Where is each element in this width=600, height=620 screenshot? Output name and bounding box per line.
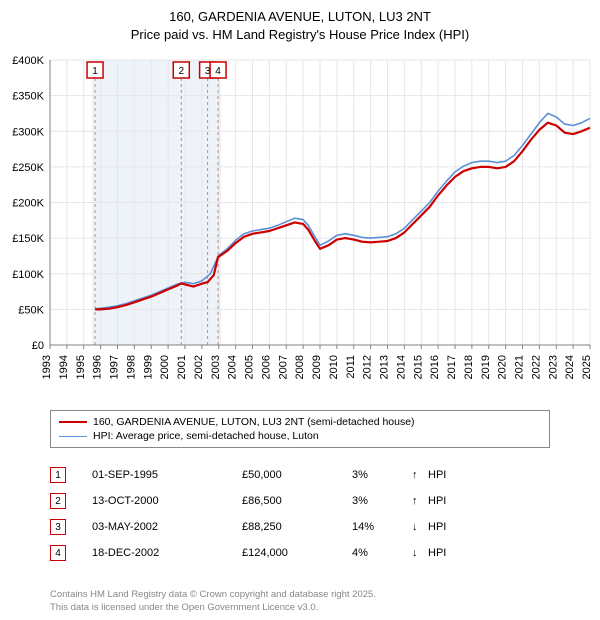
legend: 160, GARDENIA AVENUE, LUTON, LU3 2NT (se… [50,410,550,448]
svg-text:2002: 2002 [193,355,205,379]
svg-text:2006: 2006 [260,355,272,379]
svg-text:£250K: £250K [12,162,44,174]
svg-text:2000: 2000 [159,355,171,379]
svg-text:£0: £0 [32,340,44,352]
svg-text:1998: 1998 [125,355,137,379]
markers-table-row: 1 01-SEP-1995£50,0003%↑HPI [50,462,550,488]
legend-label: HPI: Average price, semi-detached house,… [93,430,319,442]
marker-arrow-icon: ↓ [412,521,428,533]
svg-text:£200K: £200K [12,198,44,210]
svg-text:2024: 2024 [564,355,576,379]
markers-table-row: 4 18-DEC-2002£124,0004%↓HPI [50,540,550,566]
svg-text:2004: 2004 [227,355,239,379]
svg-text:2001: 2001 [176,355,188,379]
marker-arrow-icon: ↑ [412,495,428,507]
chart-area: £0 £50K £100K £150K £200K £250K £300K £350K £400… [0,50,600,400]
marker-number-box: 4 [50,545,66,561]
svg-text:£150K: £150K [12,233,44,245]
marker-hpi-label: HPI [428,521,468,533]
svg-text:£100K: £100K [12,269,44,281]
marker-hpi-label: HPI [428,547,468,559]
svg-text:2010: 2010 [328,355,340,379]
marker-number-box: 3 [50,519,66,535]
svg-text:2019: 2019 [480,355,492,379]
legend-item: HPI: Average price, semi-detached house,… [59,429,541,443]
svg-text:1995: 1995 [75,355,87,379]
marker-pct: 3% [352,469,412,481]
svg-text:2016: 2016 [429,355,441,379]
marker-pct: 14% [352,521,412,533]
svg-text:2014: 2014 [395,355,407,379]
svg-text:2018: 2018 [463,355,475,379]
title-line1: 160, GARDENIA AVENUE, LUTON, LU3 2NT [169,9,431,24]
svg-text:2007: 2007 [277,355,289,379]
legend-item: 160, GARDENIA AVENUE, LUTON, LU3 2NT (se… [59,415,541,429]
marker-date: 03-MAY-2002 [92,521,242,533]
svg-text:2015: 2015 [412,355,424,379]
footer-line2: This data is licensed under the Open Gov… [50,602,318,613]
marker-number-box: 1 [50,467,66,483]
marker-price: £124,000 [242,547,352,559]
chart-svg: £0 £50K £100K £150K £200K £250K £300K £350K £400… [0,50,600,400]
svg-text:2012: 2012 [362,355,374,379]
legend-swatch [59,421,87,423]
svg-text:2008: 2008 [294,355,306,379]
svg-text:2023: 2023 [547,355,559,379]
svg-text:2013: 2013 [379,355,391,379]
marker-date: 01-SEP-1995 [92,469,242,481]
svg-text:2020: 2020 [497,355,509,379]
svg-text:1997: 1997 [109,355,121,379]
marker-hpi-label: HPI [428,495,468,507]
legend-label: 160, GARDENIA AVENUE, LUTON, LU3 2NT (se… [93,416,415,428]
markers-table: 101-SEP-1995£50,0003%↑HPI213-OCT-2000£86… [50,462,550,566]
svg-text:2021: 2021 [514,355,526,379]
svg-text:1996: 1996 [92,355,104,379]
svg-text:2003: 2003 [210,355,222,379]
svg-text:£400K: £400K [12,55,44,67]
svg-text:£300K: £300K [12,126,44,138]
markers-table-row: 2 13-OCT-2000£86,5003%↑HPI [50,488,550,514]
marker-pct: 3% [352,495,412,507]
svg-text:£50K: £50K [18,304,44,316]
markers-table-row: 3 03-MAY-2002£88,25014%↓HPI [50,514,550,540]
svg-text:1994: 1994 [58,355,70,379]
marker-arrow-icon: ↓ [412,547,428,559]
svg-text:2017: 2017 [446,355,458,379]
svg-text:2025: 2025 [581,355,593,379]
marker-price: £86,500 [242,495,352,507]
svg-text:1: 1 [92,66,98,77]
marker-price: £50,000 [242,469,352,481]
marker-date: 18-DEC-2002 [92,547,242,559]
svg-text:2022: 2022 [530,355,542,379]
svg-text:2011: 2011 [345,355,357,379]
marker-date: 13-OCT-2000 [92,495,242,507]
svg-text:2005: 2005 [244,355,256,379]
svg-text:£350K: £350K [12,91,44,103]
footer-line1: Contains HM Land Registry data © Crown c… [50,589,376,600]
svg-text:2: 2 [179,66,185,77]
svg-text:2009: 2009 [311,355,323,379]
marker-pct: 4% [352,547,412,559]
marker-hpi-label: HPI [428,469,468,481]
marker-number-box: 2 [50,493,66,509]
marker-arrow-icon: ↑ [412,469,428,481]
svg-text:4: 4 [215,66,221,77]
chart-container: 160, GARDENIA AVENUE, LUTON, LU3 2NT Pri… [0,0,600,620]
chart-title: 160, GARDENIA AVENUE, LUTON, LU3 2NT Pri… [0,0,600,43]
marker-price: £88,250 [242,521,352,533]
title-line2: Price paid vs. HM Land Registry's House … [131,27,469,42]
svg-text:1999: 1999 [142,355,154,379]
svg-text:1993: 1993 [41,355,53,379]
footer-attribution: Contains HM Land Registry data © Crown c… [50,589,376,614]
legend-swatch [59,436,87,437]
